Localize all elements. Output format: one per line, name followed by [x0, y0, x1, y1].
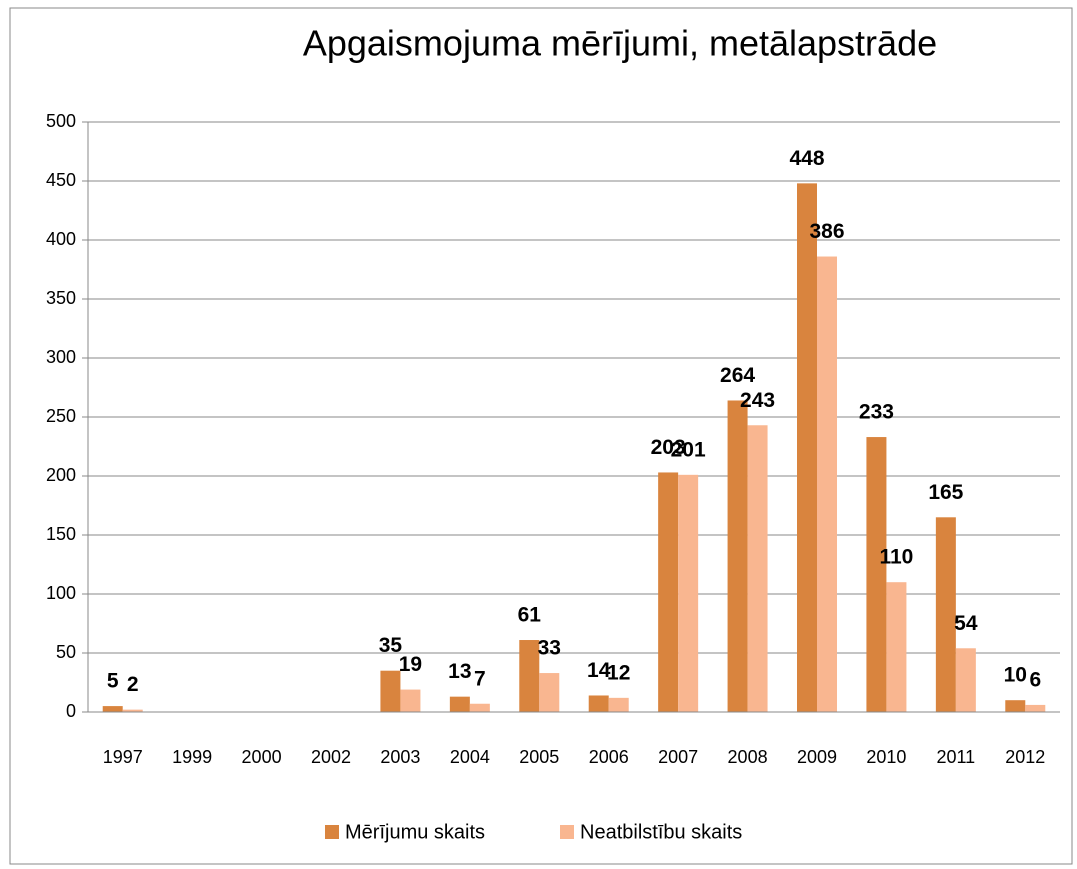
bar	[955, 648, 976, 712]
y-tick-label: 500	[46, 111, 76, 131]
x-tick-label: 2000	[242, 747, 282, 767]
x-tick-label: 2010	[866, 747, 906, 767]
data-label: 243	[740, 389, 775, 412]
bar	[886, 582, 907, 712]
data-label: 33	[538, 637, 561, 660]
y-tick-label: 450	[46, 170, 76, 190]
bar	[1005, 700, 1026, 712]
data-label: 201	[671, 438, 706, 461]
bar	[797, 183, 817, 713]
data-label: 61	[518, 604, 542, 627]
data-label: 13	[448, 660, 471, 683]
x-tick-label: 1997	[103, 747, 143, 767]
data-label: 6	[1029, 668, 1041, 691]
legend-swatch	[560, 825, 574, 839]
legend-label: Neatbilstību skaits	[580, 821, 742, 843]
bar	[539, 673, 560, 712]
bar	[658, 472, 679, 712]
data-label: 54	[954, 612, 978, 635]
bar	[588, 695, 609, 712]
legend-label: Mērījumu skaits	[345, 821, 485, 843]
data-label: 233	[859, 401, 894, 424]
legend-swatch	[325, 825, 339, 839]
bar	[935, 517, 956, 712]
x-tick-label: 2011	[936, 747, 975, 767]
data-label: 14	[587, 659, 611, 682]
bar	[866, 437, 887, 712]
bar	[122, 709, 143, 712]
bar	[678, 474, 699, 712]
chart-border	[9, 7, 1073, 865]
y-tick-label: 200	[46, 465, 76, 485]
bar	[469, 703, 490, 712]
data-label: 12	[607, 661, 630, 684]
data-label: 5	[107, 670, 119, 693]
x-tick-label: 2004	[450, 747, 490, 767]
x-tick-label: 2007	[658, 747, 698, 767]
data-label: 165	[928, 481, 963, 504]
x-tick-label: 2008	[728, 747, 768, 767]
data-label: 10	[1004, 664, 1027, 687]
bar	[727, 400, 748, 712]
data-label: 203	[651, 436, 686, 459]
x-tick-label: 2002	[311, 747, 351, 767]
data-label: 110	[879, 546, 913, 569]
data-label: 264	[720, 364, 755, 387]
y-tick-label: 350	[46, 288, 76, 308]
x-tick-label: 2012	[1005, 747, 1045, 767]
bar	[817, 256, 837, 712]
x-tick-label: 1999	[172, 747, 212, 767]
y-tick-label: 250	[46, 406, 76, 426]
data-label: 386	[809, 220, 844, 243]
data-label: 2	[127, 673, 139, 696]
data-label: 35	[379, 634, 403, 657]
x-tick-label: 2009	[797, 747, 837, 767]
bar	[102, 706, 123, 712]
data-label: 448	[789, 147, 824, 170]
y-tick-label: 150	[46, 524, 76, 544]
bar	[400, 689, 421, 712]
bar	[519, 640, 540, 712]
x-tick-label: 2005	[519, 747, 559, 767]
bar	[380, 670, 401, 712]
y-tick-label: 100	[46, 583, 76, 603]
y-tick-label: 50	[56, 642, 76, 662]
bar	[1025, 704, 1046, 712]
bar	[449, 696, 470, 712]
x-tick-label: 2006	[589, 747, 629, 767]
y-tick-label: 300	[46, 347, 76, 367]
chart-title: Apgaismojuma mērījumi, metālapstrāde	[303, 23, 937, 64]
y-tick-label: 400	[46, 229, 76, 249]
y-tick-label: 0	[66, 701, 76, 721]
x-tick-label: 2003	[380, 747, 420, 767]
data-label: 7	[474, 667, 486, 690]
bar	[608, 697, 629, 712]
bar	[747, 425, 768, 712]
data-label: 19	[399, 653, 422, 676]
